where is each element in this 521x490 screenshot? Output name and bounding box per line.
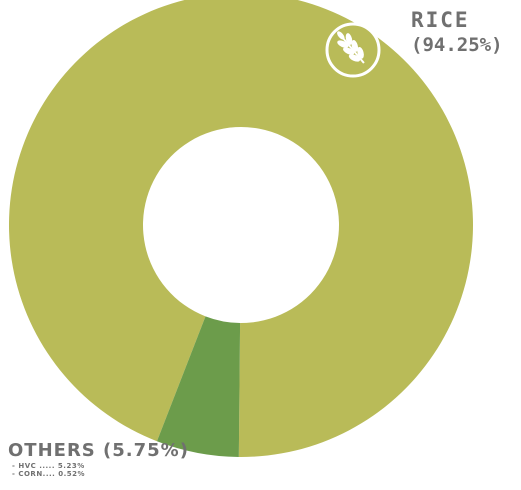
others-item-hvc: - HVC ..... 5.23% [12, 462, 85, 470]
others-heading: OTHERS (5.75%) [8, 440, 189, 461]
chart-slices [9, 0, 473, 457]
slice-others [156, 316, 241, 457]
rice-name: RICE [411, 8, 470, 32]
slice-rice [9, 0, 473, 457]
rice-percentage: (94.25%) [411, 34, 503, 56]
others-label: OTHERS (5.75%) - HVC ..... 5.23% - CORN.… [8, 440, 189, 478]
others-item-corn: - CORN.... 0.52% [12, 470, 86, 478]
wheat-icon [325, 22, 381, 78]
rice-label: RICE (94.25%) [411, 8, 503, 58]
